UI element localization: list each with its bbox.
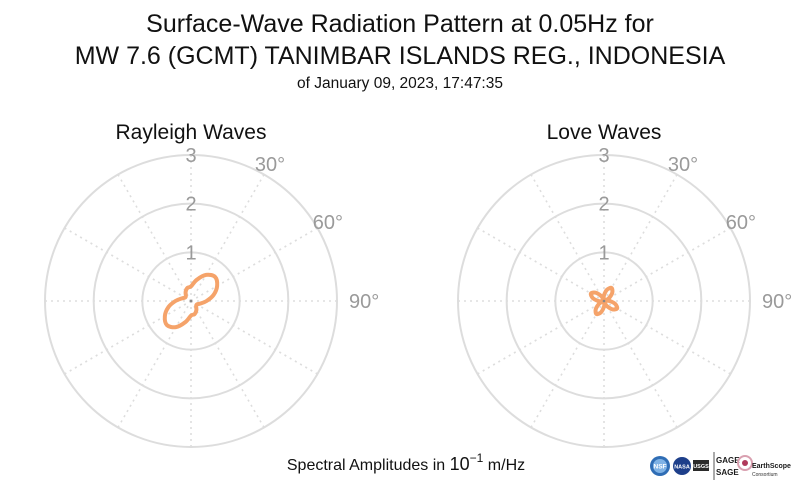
love-spoke-30 (603, 174, 678, 302)
rayleigh-radiation-pattern-line (162, 272, 220, 330)
rayleigh-radial-tick-1: 1 (185, 242, 196, 264)
love-radial-tick-1: 1 (598, 242, 609, 264)
love-spoke-120 (603, 300, 731, 375)
earthscope-logo: EarthScope Consortium (737, 455, 791, 478)
caption-unit: m/Hz (483, 457, 525, 474)
nasa-logo-text: NASA (674, 465, 690, 471)
rayleigh-ring-1 (141, 251, 241, 351)
gage-logo-text: GAGE (716, 456, 740, 465)
rayleigh-spoke-240 (64, 300, 192, 375)
chart-subtitle: of January 09, 2023, 17:47:35 (297, 75, 503, 92)
love-ring-1 (554, 251, 654, 351)
rayleigh-center-point (189, 299, 193, 303)
rayleigh-radial-tick-3: 3 (185, 145, 196, 167)
rayleigh-spoke-300 (64, 227, 192, 302)
sage-logo-text: SAGE (716, 468, 739, 477)
rayleigh-polar-plot: 1 2 3 30° 60° 90° (44, 145, 379, 448)
love-spoke-330 (530, 174, 605, 302)
love-panel-title: Love Waves (547, 121, 662, 144)
love-ring-3 (457, 154, 751, 448)
rayleigh-spoke-120 (190, 300, 318, 375)
love-spoke-150 (603, 300, 678, 428)
love-ring-2 (505, 202, 703, 400)
usgs-logo-text: USGS (693, 464, 709, 470)
love-radial-tick-3: 3 (598, 145, 609, 167)
rayleigh-angular-tick-60: 60° (313, 212, 343, 234)
love-spoke-300 (477, 227, 605, 302)
nsf-logo-text: NSF (654, 464, 667, 471)
gage-sage-logo: GAGE SAGE (716, 456, 740, 477)
amplitude-caption: Spectral Amplitudes in 10−1 m/Hz (287, 451, 525, 474)
rayleigh-angular-tick-90: 90° (349, 291, 379, 313)
nsf-logo: NSF (650, 456, 670, 476)
nasa-logo: NASA (673, 457, 691, 475)
rayleigh-radial-tick-2: 2 (185, 194, 196, 216)
rayleigh-spoke-330 (117, 174, 192, 302)
caption-base: 10 (450, 454, 470, 474)
earthscope-sub-text: Consortium (752, 472, 778, 478)
love-center-point (602, 299, 606, 303)
rayleigh-spoke-60 (190, 227, 318, 302)
rayleigh-panel-title: Rayleigh Waves (116, 121, 267, 144)
love-radiation-pattern-line (588, 285, 620, 317)
love-angular-tick-60: 60° (726, 212, 756, 234)
chart-title-line1: Surface-Wave Radiation Pattern at 0.05Hz… (146, 10, 654, 38)
earthscope-logo-text: EarthScope (752, 463, 791, 470)
rayleigh-ring-3 (44, 154, 338, 448)
love-polar-plot: 1 2 3 30° 60° 90° (457, 145, 792, 448)
rayleigh-spoke-30 (190, 174, 265, 302)
chart-title-line2: MW 7.6 (GCMT) TANIMBAR ISLANDS REG., IND… (75, 42, 726, 70)
sponsor-logos: NSF NASA USGS GAGE SAGE EarthScope Conso… (650, 452, 791, 480)
love-spoke-240 (477, 300, 605, 375)
love-spoke-60 (603, 227, 731, 302)
caption-prefix: Spectral Amplitudes in (287, 457, 450, 474)
rayleigh-spoke-210 (117, 300, 192, 428)
rayleigh-ring-2 (92, 202, 290, 400)
rayleigh-spoke-150 (190, 300, 265, 428)
love-angular-tick-90: 90° (762, 291, 792, 313)
love-angular-tick-30: 30° (668, 154, 698, 176)
rayleigh-angular-tick-30: 30° (255, 154, 285, 176)
love-spoke-210 (530, 300, 605, 428)
usgs-logo: USGS (693, 460, 709, 471)
love-radial-tick-2: 2 (598, 194, 609, 216)
caption-exponent: −1 (470, 451, 484, 465)
